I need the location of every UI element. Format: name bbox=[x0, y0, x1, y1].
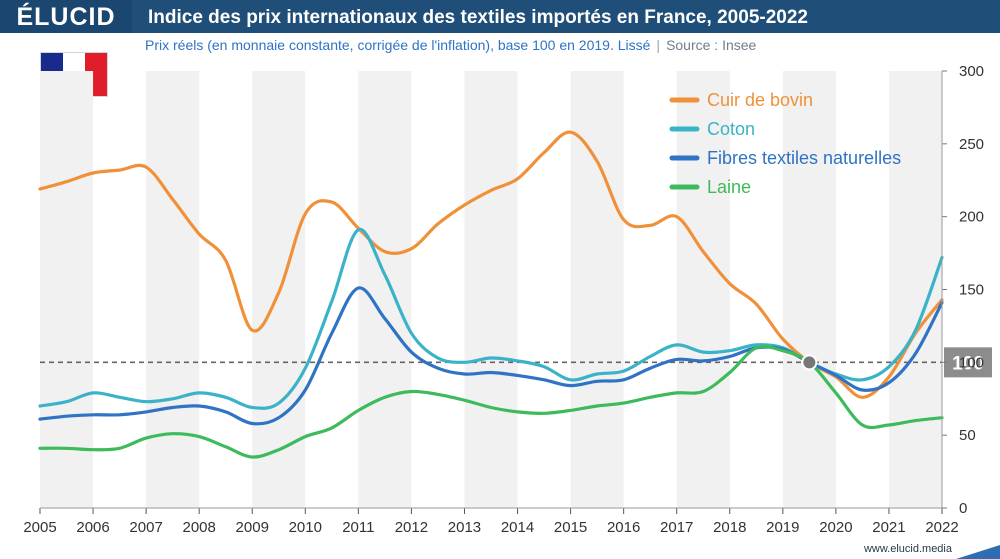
x-tick-label: 2015 bbox=[554, 519, 587, 536]
chart-subtitle: Prix réels (en monnaie constante, corrig… bbox=[145, 37, 756, 53]
chart-band bbox=[464, 71, 518, 508]
x-tick-label: 2016 bbox=[607, 519, 640, 536]
x-tick-label: 2013 bbox=[448, 519, 481, 536]
x-tick-label: 2011 bbox=[342, 519, 374, 536]
source-text: Source : Insee bbox=[666, 37, 757, 53]
x-tick-label: 2017 bbox=[660, 519, 693, 536]
x-tick-label: 2010 bbox=[289, 519, 322, 536]
y-tick-label: 50 bbox=[959, 427, 976, 444]
x-tick-label: 2020 bbox=[819, 519, 852, 536]
x-tick-label: 2019 bbox=[766, 519, 799, 536]
x-tick-label: 2014 bbox=[501, 519, 534, 536]
chart-legend: Cuir de bovin Coton Fibres textiles nature… bbox=[669, 90, 901, 197]
chart-band bbox=[570, 71, 624, 508]
subtitle-text: Prix réels (en monnaie constante, corrig… bbox=[145, 37, 651, 53]
brand-logo: ÉLUCID bbox=[0, 0, 132, 33]
reference-label-bg bbox=[944, 347, 992, 378]
y-tick-label: 200 bbox=[959, 209, 984, 226]
legend-label-3: Laine bbox=[707, 177, 751, 197]
reference-label: 100 bbox=[952, 353, 984, 374]
chart-bands bbox=[40, 71, 942, 508]
y-tick-label: 250 bbox=[959, 136, 984, 153]
chart-band bbox=[782, 71, 836, 508]
y-axis-ticks: 0 50 100 150 200 250 300 bbox=[941, 63, 984, 517]
y-tick-label: 0 bbox=[959, 500, 967, 517]
header-bar: ÉLUCID Indice des prix internationaux de… bbox=[0, 0, 1000, 33]
footer-url[interactable]: www.elucid.media bbox=[863, 543, 952, 555]
x-tick-label: 2022 bbox=[925, 519, 958, 536]
subtitle-separator: | bbox=[656, 37, 661, 53]
x-tick-label: 2006 bbox=[76, 519, 109, 536]
y-tick-label: 150 bbox=[959, 282, 984, 299]
chart-band bbox=[676, 71, 730, 508]
chart-band bbox=[146, 71, 200, 508]
x-tick-label: 2008 bbox=[182, 519, 215, 536]
x-tick-label: 2018 bbox=[713, 519, 746, 536]
reference-marker bbox=[801, 354, 818, 371]
chart-title: Indice des prix internationaux des texti… bbox=[148, 7, 808, 28]
series-line-0 bbox=[38, 130, 944, 399]
y-tick-label: 100 bbox=[959, 354, 984, 371]
chart-band bbox=[888, 71, 942, 508]
x-tick-label: 2005 bbox=[23, 519, 56, 536]
chart-band bbox=[40, 71, 94, 508]
chart-band bbox=[358, 71, 412, 508]
legend-label-2: Fibres textiles naturelles bbox=[707, 148, 901, 168]
x-tick-label: 2021 bbox=[872, 519, 905, 536]
x-tick-label: 2012 bbox=[395, 519, 428, 536]
footer-logo-mark bbox=[956, 545, 1000, 559]
x-tick-label: 2009 bbox=[236, 519, 269, 536]
x-axis-ticks: 2005 2006 2007 2008 2009 2010 2011 2012 2013 2014… bbox=[23, 507, 959, 536]
chart-lines bbox=[38, 130, 944, 459]
legend-label-0: Cuir de bovin bbox=[707, 90, 813, 110]
series-line-3 bbox=[38, 344, 944, 459]
reference-line-group: 100 bbox=[40, 347, 992, 378]
y-tick-label: 300 bbox=[959, 63, 984, 80]
reference-marker-group bbox=[801, 354, 818, 371]
legend-label-1: Coton bbox=[707, 119, 755, 139]
x-tick-label: 2007 bbox=[129, 519, 162, 536]
